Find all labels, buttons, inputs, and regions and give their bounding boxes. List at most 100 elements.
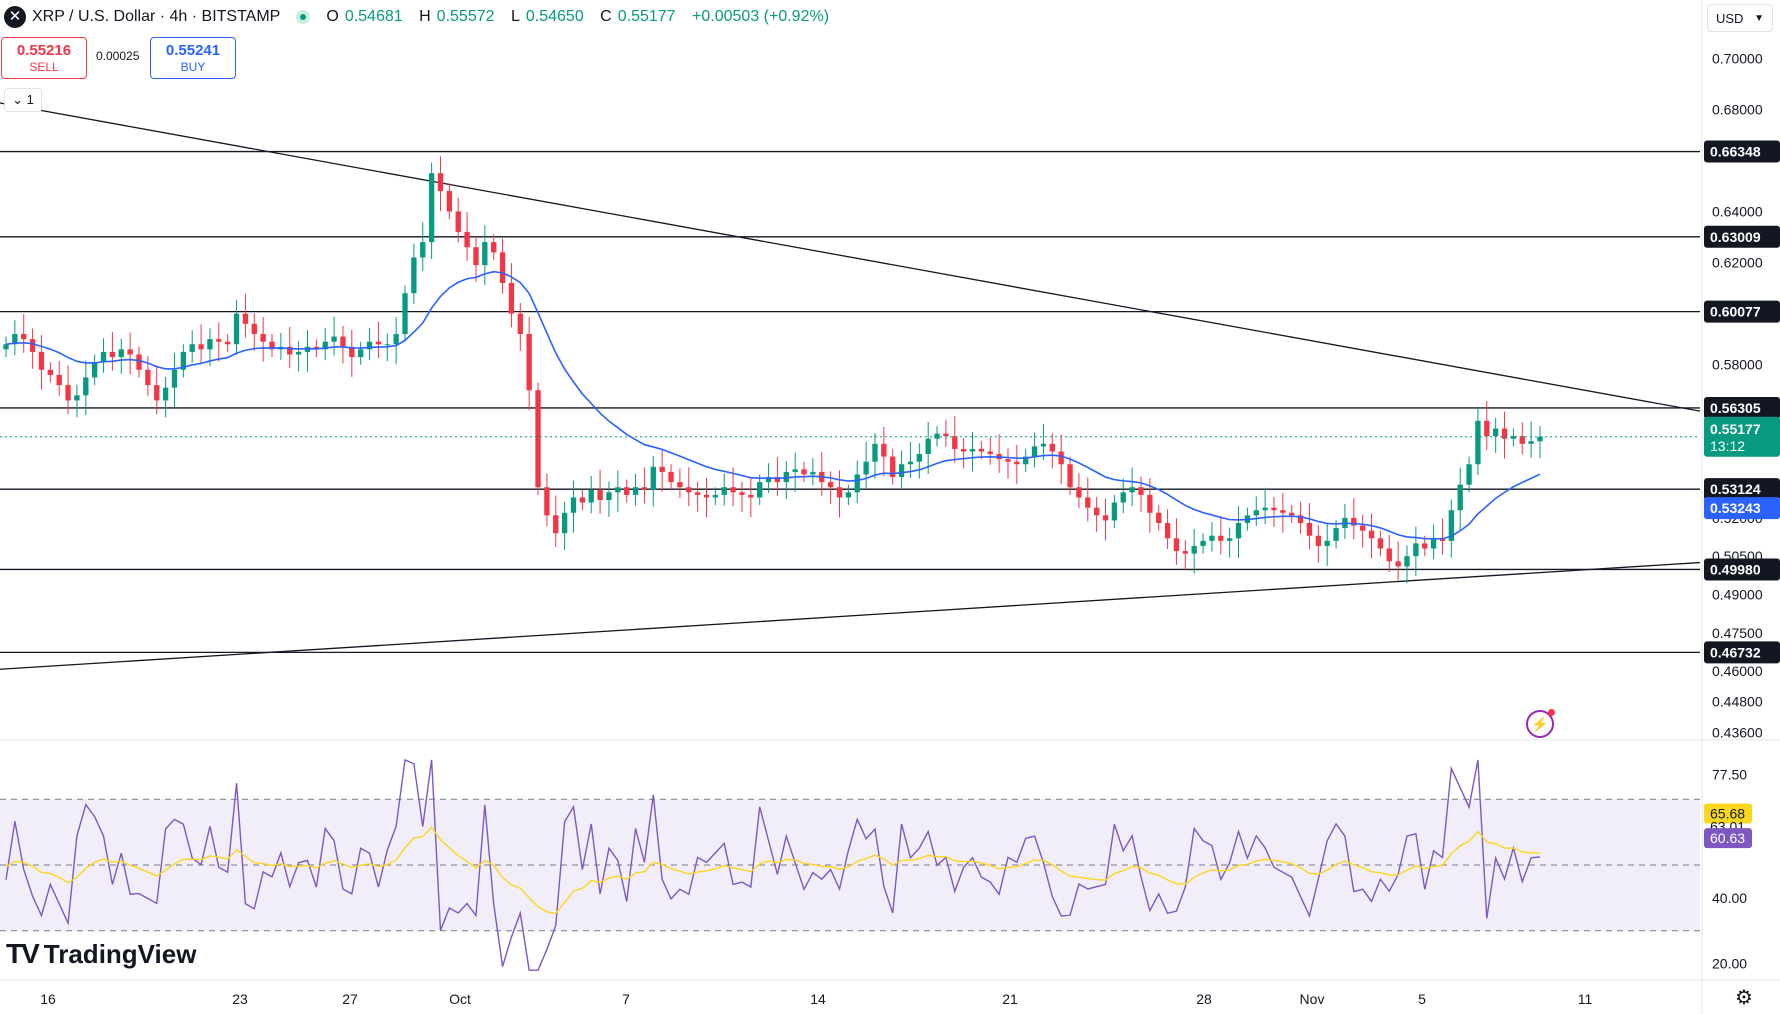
- candle-body: [1147, 494, 1153, 513]
- time-tick-label: 21: [1002, 991, 1018, 1007]
- candle-body: [1457, 484, 1463, 511]
- candle-body: [1289, 512, 1295, 516]
- high-value: 0.55572: [436, 8, 495, 25]
- candle-body: [1076, 487, 1082, 498]
- level-price-label: 0.66348: [1710, 144, 1761, 160]
- candle-body: [987, 451, 993, 455]
- candle-body: [420, 242, 426, 258]
- buy-button[interactable]: 0.55241 BUY: [150, 37, 236, 79]
- candle-body: [1023, 456, 1029, 465]
- candle-body: [686, 487, 692, 493]
- candle-body: [508, 282, 515, 314]
- level-price-tag: [1704, 558, 1780, 581]
- candle-body: [925, 438, 931, 455]
- chart-header: ✕ XRP / U.S. Dollar · 4h · BITSTAMP O 0.5…: [0, 0, 835, 34]
- time-tick-label: 14: [810, 991, 826, 1007]
- candle-body: [1413, 543, 1419, 557]
- candle-body: [402, 293, 408, 335]
- candle-body: [1111, 502, 1118, 521]
- last-price-label: 0.55177: [1710, 421, 1761, 437]
- candle-body: [74, 395, 80, 401]
- candle-body: [393, 334, 399, 345]
- level-price-label: 0.63009: [1710, 229, 1761, 245]
- candle-body: [12, 334, 18, 345]
- candle-body: [375, 341, 382, 345]
- close-value: 0.55177: [617, 8, 676, 25]
- candle-body: [446, 191, 453, 212]
- candle-body: [1014, 461, 1020, 465]
- candle-body: [1102, 515, 1109, 521]
- chevron-down-icon: ⌄: [12, 92, 24, 107]
- candle-body: [1395, 561, 1401, 567]
- candle-body: [162, 387, 169, 401]
- level-price-label: 0.46732: [1710, 644, 1761, 660]
- candle-body: [56, 374, 62, 386]
- candle-body: [455, 211, 461, 232]
- candle-body: [1173, 538, 1180, 552]
- time-tick-label: 7: [622, 991, 630, 1007]
- candle-body: [624, 487, 630, 495]
- sell-button[interactable]: 0.55216 SELL: [1, 37, 87, 79]
- last-price-tag: [1704, 416, 1780, 457]
- currency-select[interactable]: USD ▼: [1707, 4, 1773, 32]
- candle-body: [198, 344, 204, 350]
- candle-body: [1430, 538, 1437, 549]
- candle-body: [127, 349, 133, 355]
- candle-body: [544, 487, 550, 516]
- candle-body: [109, 351, 116, 358]
- buy-price: 0.55241: [165, 42, 221, 59]
- level-price-tag: [1704, 396, 1780, 419]
- symbol-title[interactable]: XRP / U.S. Dollar · 4h · BITSTAMP: [32, 8, 281, 25]
- candle-body: [694, 492, 701, 495]
- candle-body: [517, 313, 523, 335]
- candle-body: [136, 354, 142, 370]
- candle-body: [836, 487, 843, 498]
- price-tick-label: 0.64000: [1712, 203, 1763, 219]
- sell-label: SELL: [29, 60, 59, 74]
- candle-body: [570, 497, 577, 513]
- time-tick-label: 11: [1578, 991, 1593, 1007]
- candle-body: [765, 477, 772, 483]
- low-value: 0.54650: [525, 8, 584, 25]
- lightning-icon[interactable]: ⚡: [1526, 709, 1555, 738]
- candle-body: [29, 339, 36, 352]
- candle-body: [739, 492, 745, 495]
- currency-value: USD: [1716, 11, 1744, 26]
- candle-body: [287, 346, 293, 355]
- change-value: +0.00503 (+0.92%): [692, 8, 830, 25]
- candle-body: [553, 515, 559, 534]
- interval-toggle[interactable]: ⌄ 1: [4, 88, 42, 112]
- rsi-value-label: 65.68: [1710, 805, 1745, 821]
- candle-body: [1067, 464, 1073, 488]
- gear-icon[interactable]: ⚙: [1735, 987, 1753, 1009]
- candle-body: [1209, 535, 1215, 541]
- candle-body: [482, 242, 488, 266]
- candle-body: [960, 448, 967, 452]
- candle-body: [774, 477, 781, 483]
- candle-body: [1475, 420, 1481, 465]
- candle-body: [180, 351, 187, 370]
- candle-body: [154, 385, 160, 401]
- level-price-label: 0.49980: [1710, 561, 1761, 577]
- candle-body: [1493, 428, 1499, 437]
- candle-body: [579, 497, 586, 503]
- candle-body: [216, 339, 222, 342]
- tradingview-wordmark: TradingView: [43, 938, 197, 969]
- open-value: 0.54681: [344, 8, 403, 25]
- market-open-icon: [296, 10, 311, 24]
- time-tick-label: 5: [1418, 991, 1426, 1007]
- interval-value: 1: [26, 92, 34, 107]
- candle-body: [38, 351, 45, 370]
- candle-body: [881, 443, 887, 457]
- candle-body: [1218, 535, 1224, 541]
- candle-body: [1404, 556, 1410, 567]
- candle-body: [65, 385, 71, 401]
- candle-body: [890, 456, 896, 478]
- candle-body: [952, 436, 958, 449]
- rsi-tick-label: 77.50: [1712, 767, 1747, 783]
- price-tick-label: 0.43600: [1712, 724, 1763, 740]
- candle-body: [260, 334, 266, 342]
- level-price-label: 0.60077: [1710, 304, 1761, 320]
- candle-body: [1253, 510, 1259, 516]
